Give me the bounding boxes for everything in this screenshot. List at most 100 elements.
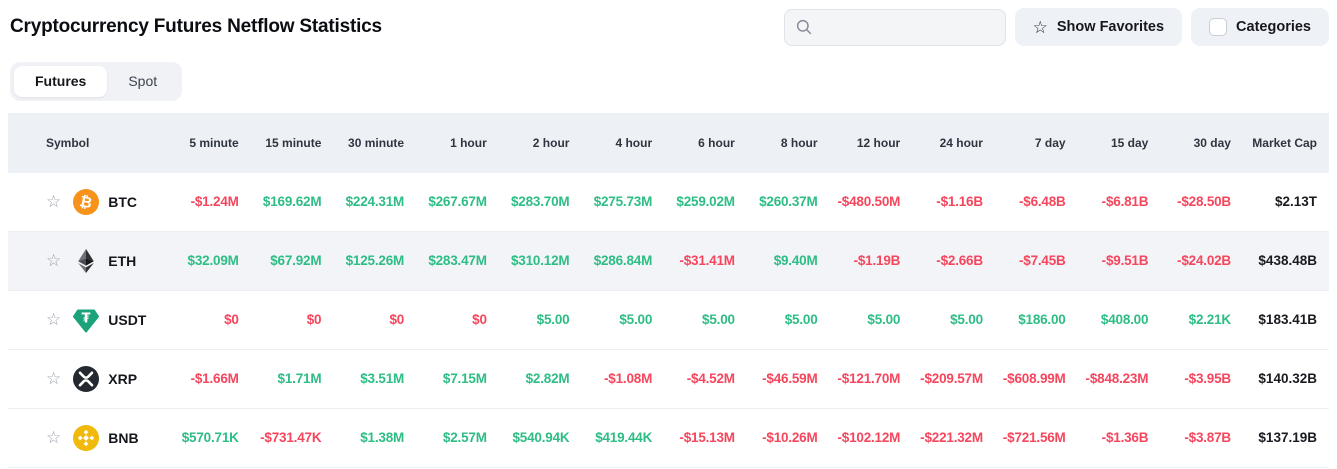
bnb-icon [73, 424, 100, 451]
netflow-value: $5.00 [867, 312, 901, 328]
netflow-value: $283.70M [511, 194, 570, 210]
svg-text:₿: ₿ [78, 192, 94, 212]
table-row-bnb[interactable]: ☆ BNB $570.71K -$731.47K $1.38M $2.57M $540.94… [8, 408, 1329, 468]
netflow-value: -$121.70M [837, 371, 901, 387]
netflow-value: -$2.66B [936, 253, 983, 269]
netflow-value: $419.44K [595, 430, 653, 446]
column-header-2-hour[interactable]: 2 hour [532, 135, 570, 150]
market-cap-value: $137.19B [1258, 430, 1317, 446]
netflow-value: $1.71M [277, 371, 322, 387]
table-row-eth[interactable]: ☆ ETH $32.09M $67.92M $125.26M $283.47M $310.1… [8, 231, 1329, 291]
netflow-value: $169.62M [262, 194, 322, 210]
column-header-5-minute[interactable]: 5 minute [189, 135, 239, 150]
netflow-value: -$1.24M [190, 194, 239, 210]
column-header-15-minute[interactable]: 15 minute [265, 135, 322, 150]
netflow-table: Symbol 5 minute 15 minute 30 minute 1 hour 2 … [8, 112, 1329, 468]
column-header-7-day[interactable]: 7 day [1034, 135, 1066, 150]
column-header-1-hour[interactable]: 1 hour [450, 135, 487, 150]
netflow-value: $540.94K [512, 430, 570, 446]
netflow-value: -$46.59M [762, 371, 818, 387]
column-header-30-day[interactable]: 30 day [1193, 135, 1231, 150]
netflow-value: -$4.52M [686, 371, 735, 387]
symbol-label: BTC [108, 193, 138, 210]
symbol-cell: ☆ XRP [8, 365, 158, 392]
netflow-value: -$480.50M [837, 194, 901, 210]
column-header-8-hour[interactable]: 8 hour [780, 135, 818, 150]
netflow-value: -$6.48B [1018, 194, 1066, 210]
netflow-value: -$1.66M [190, 371, 239, 387]
btc-icon: ₿ [73, 188, 100, 215]
netflow-value: $0 [306, 312, 322, 328]
favorite-star-icon[interactable]: ☆ [46, 251, 62, 271]
netflow-value: $0 [472, 312, 487, 328]
favorite-star-icon[interactable]: ☆ [46, 192, 62, 212]
netflow-value: $5.00 [784, 312, 818, 328]
top-bar: Cryptocurrency Futures Netflow Statistic… [0, 0, 1337, 46]
search-input[interactable] [820, 19, 995, 35]
netflow-value: $286.84M [593, 253, 653, 269]
show-favorites-label: Show Favorites [1056, 19, 1165, 35]
netflow-value: $3.51M [360, 371, 405, 387]
netflow-value: -$209.57M [920, 371, 983, 387]
netflow-value: $259.02M [676, 194, 735, 210]
star-icon: ☆ [1032, 17, 1048, 37]
netflow-value: -$1.08M [604, 371, 653, 387]
table-body: ☆ ₿ BTC -$1.24M $169.62M $224.31M $267.67M $283… [8, 172, 1329, 468]
symbol-label: ETH [108, 252, 137, 269]
search-icon [796, 19, 811, 35]
categories-checkbox[interactable] [1209, 18, 1228, 36]
netflow-value: -$9.51B [1101, 253, 1149, 269]
tab-futures[interactable]: Futures [14, 66, 108, 97]
column-header-4-hour[interactable]: 4 hour [615, 135, 653, 150]
search-box[interactable] [783, 8, 1006, 46]
table-row-usdt[interactable]: ☆ ₮ USDT $0 $0 $0 $0 $5.00 $5.00 $5.00 $5.00 $5.00 $… [8, 290, 1329, 350]
netflow-value: $186.00 [1018, 312, 1066, 328]
column-header-symbol[interactable]: Symbol [46, 135, 90, 150]
column-header-30-minute[interactable]: 30 minute [348, 135, 405, 150]
netflow-value: $5.00 [619, 312, 653, 328]
symbol-cell: ☆ ETH [8, 248, 158, 274]
eth-icon [73, 248, 99, 274]
column-header-12-hour[interactable]: 12 hour [856, 135, 901, 150]
netflow-value: -$7.45B [1018, 253, 1066, 269]
netflow-value: -$28.50B [1177, 194, 1231, 210]
netflow-value: -$15.13M [679, 430, 735, 446]
netflow-value: -$608.99M [1002, 371, 1066, 387]
netflow-value: $32.09M [187, 253, 239, 269]
netflow-value: $5.00 [950, 312, 983, 328]
netflow-value: $2.82M [525, 371, 570, 387]
table-row-btc[interactable]: ☆ ₿ BTC -$1.24M $169.62M $224.31M $267.67M $283… [8, 172, 1329, 232]
netflow-value: -$1.16B [936, 194, 983, 210]
usdt-icon: ₮ [73, 307, 100, 333]
market-type-tabs: Futures Spot [10, 62, 183, 101]
column-header-15-day[interactable]: 15 day [1110, 135, 1149, 150]
market-cap-value: $183.41B [1258, 312, 1317, 328]
netflow-value: $570.71K [181, 430, 239, 446]
netflow-value: -$3.95B [1184, 371, 1231, 387]
symbol-cell: ☆ BNB [8, 424, 158, 451]
column-header-market-cap[interactable]: Market Cap [1252, 135, 1317, 150]
show-favorites-button[interactable]: ☆ Show Favorites [1014, 8, 1183, 46]
market-cap-value: $140.32B [1258, 371, 1317, 387]
netflow-value: -$24.02B [1177, 253, 1231, 269]
netflow-value: $310.12M [511, 253, 570, 269]
tabs-row: Futures Spot [10, 62, 1337, 101]
netflow-value: -$3.87B [1184, 430, 1231, 446]
favorite-star-icon[interactable]: ☆ [46, 310, 62, 330]
column-header-24-hour[interactable]: 24 hour [939, 135, 983, 150]
tab-spot[interactable]: Spot [128, 73, 158, 89]
netflow-value: $2.21K [1188, 312, 1232, 328]
netflow-value: $7.15M [442, 371, 487, 387]
categories-label: Categories [1236, 19, 1311, 35]
favorite-star-icon[interactable]: ☆ [46, 428, 62, 448]
table-row-xrp[interactable]: ☆ XRP -$1.66M $1.71M $3.51M $7.15M $2.82M -$1.0… [8, 349, 1329, 409]
netflow-value: $260.37M [759, 194, 818, 210]
categories-button[interactable]: Categories [1191, 8, 1329, 46]
column-header-6-hour[interactable]: 6 hour [698, 135, 735, 150]
netflow-value: $0 [389, 312, 405, 328]
favorite-star-icon[interactable]: ☆ [46, 369, 62, 389]
netflow-value: $283.47M [428, 253, 487, 269]
symbol-label: USDT [108, 311, 147, 328]
netflow-value: -$1.36B [1101, 430, 1149, 446]
netflow-value: $224.31M [345, 194, 405, 210]
